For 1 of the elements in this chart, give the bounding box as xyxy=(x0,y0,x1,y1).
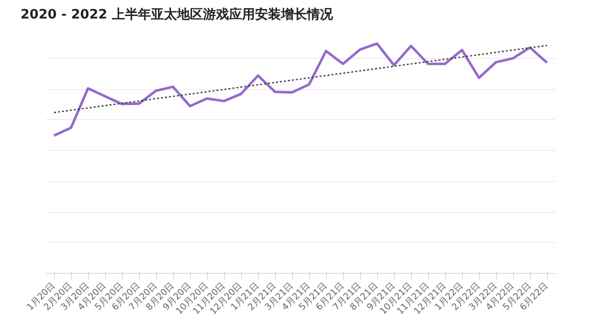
chart-title: 2020 - 2022 上半年亚太地区游戏应用安装增长情况 xyxy=(20,6,334,22)
